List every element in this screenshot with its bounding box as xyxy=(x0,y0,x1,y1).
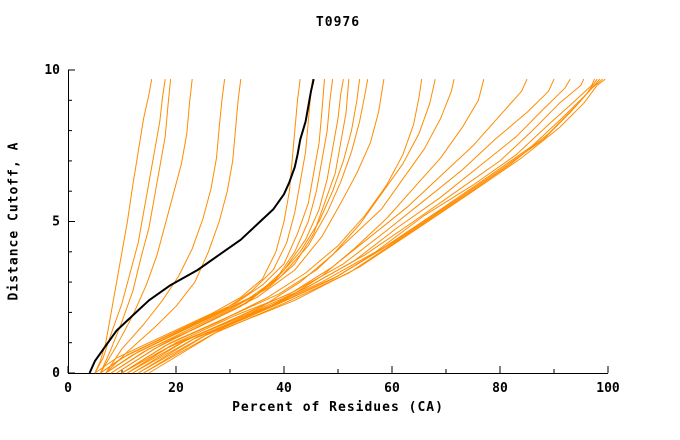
y-tick-label: 0 xyxy=(52,366,60,381)
y-tick-label: 10 xyxy=(44,63,60,78)
x-tick-label: 40 xyxy=(276,381,292,396)
model-curve-14 xyxy=(116,79,369,374)
x-tick-label: 80 xyxy=(492,381,508,396)
model-curve-23 xyxy=(137,78,598,374)
model-curve-26 xyxy=(148,78,606,374)
x-tick-label: 100 xyxy=(596,381,620,396)
chart-title: T0976 xyxy=(315,15,361,30)
model-curve-12 xyxy=(110,79,350,374)
model-curve-08 xyxy=(100,79,314,374)
model-curve-06 xyxy=(105,79,242,374)
model-curve-18 xyxy=(127,78,528,374)
x-tick-label: 0 xyxy=(64,381,72,396)
model-curve-16 xyxy=(121,79,423,374)
model-curve-17 xyxy=(121,78,455,374)
model-curve-04 xyxy=(99,79,193,374)
model-curve-27 xyxy=(121,78,436,374)
x-tick-label: 60 xyxy=(384,381,400,396)
model-curve-03 xyxy=(99,79,172,374)
y-axis-label: Distance Cutoff, A xyxy=(6,141,22,301)
model-curve-07 xyxy=(94,79,301,374)
x-tick-label: 20 xyxy=(168,381,184,396)
model-curve-11 xyxy=(105,79,344,374)
model-curve-28 xyxy=(127,78,485,374)
model-curve-01 xyxy=(94,79,153,374)
model-curve-19 xyxy=(127,78,555,374)
y-tick-label: 5 xyxy=(52,215,60,230)
model-curve-05 xyxy=(105,79,226,374)
model-curve-22 xyxy=(137,78,595,374)
model-curve-20 xyxy=(132,78,571,374)
model-curve-15 xyxy=(116,79,385,374)
model-curve-13 xyxy=(110,79,361,374)
model-curve-02 xyxy=(94,79,166,374)
model-curve-10 xyxy=(105,79,334,374)
reference-curve xyxy=(88,78,315,374)
model-curve-09 xyxy=(100,79,325,374)
x-axis-label: Percent of Residues (CA) xyxy=(232,400,444,415)
model-curve-25 xyxy=(143,78,603,374)
